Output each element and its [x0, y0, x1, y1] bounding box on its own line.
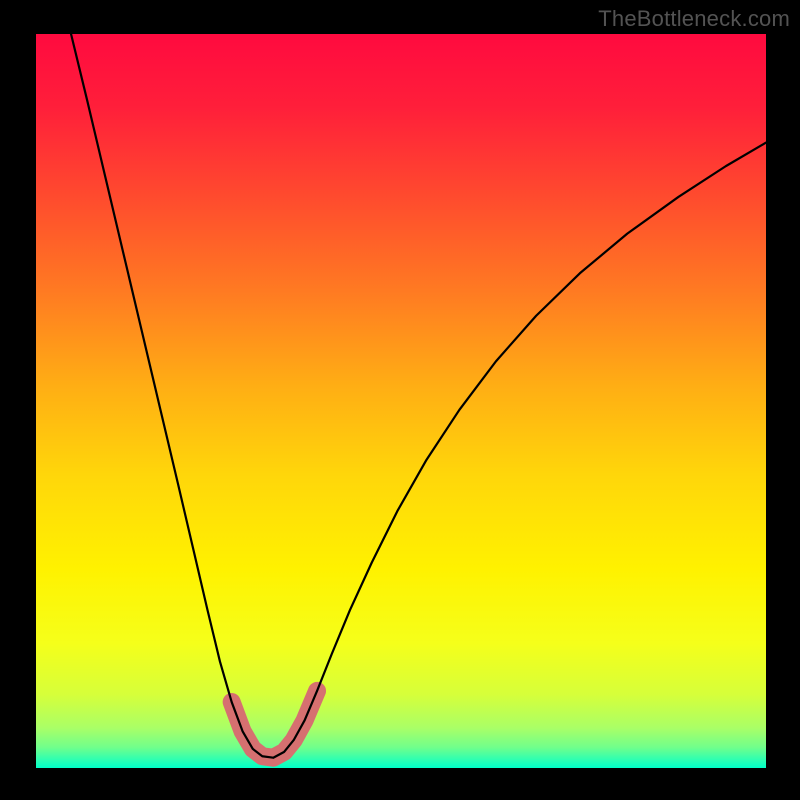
chart-frame: TheBottleneck.com: [0, 0, 800, 800]
chart-background: [36, 34, 766, 768]
watermark-text: TheBottleneck.com: [598, 6, 790, 32]
plot-area: [36, 34, 766, 768]
bottleneck-chart: [36, 34, 766, 768]
